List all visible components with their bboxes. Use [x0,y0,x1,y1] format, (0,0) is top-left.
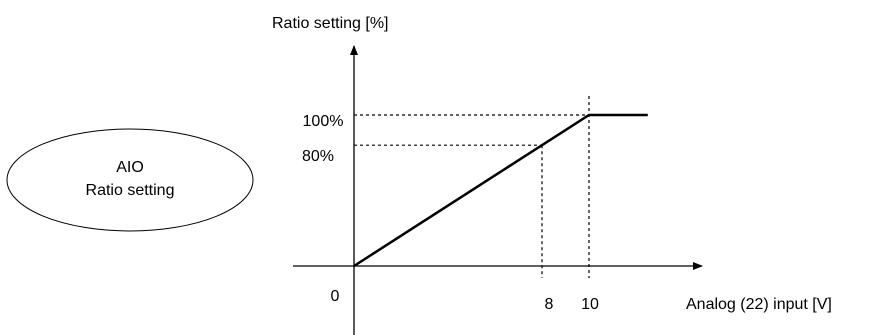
axes [293,45,703,335]
y-tick-label-100: 100% [303,113,344,130]
aio-ratio-setting-badge: AIO Ratio setting [6,128,254,232]
ratio-characteristic-line [353,113,648,268]
badge-line-aio: AIO [116,159,144,176]
x-axis-title: Analog (22) input [V] [686,296,832,313]
badge-outline [6,128,254,232]
origin-label: 0 [331,288,340,305]
badge-line-ratio-setting: Ratio setting [86,182,175,199]
y-axis-title: Ratio setting [%] [272,15,389,32]
x-tick-label-10: 10 [581,296,599,313]
y-tick-label-80: 80% [302,148,334,165]
x-tick-label-8: 8 [545,296,554,313]
reference-lines [354,96,590,278]
